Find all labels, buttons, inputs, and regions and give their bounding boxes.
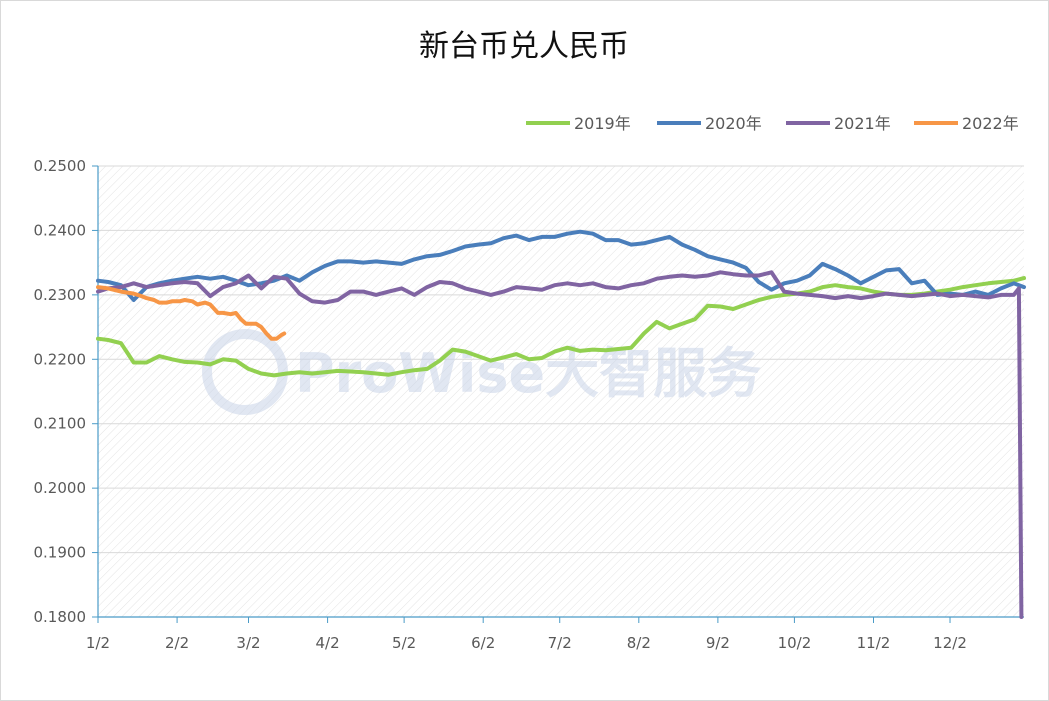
series-line-2021年 [96,270,1024,619]
x-tick-label: 9/2 [706,634,730,652]
x-tick-label: 4/2 [316,634,340,652]
x-tick-label: 7/2 [548,634,572,652]
y-tick-label: 0.2300 [34,286,87,304]
gridlines [98,165,1024,618]
x-tick-label: 11/2 [857,634,891,652]
series-lines [96,229,1026,619]
y-tick-label: 0.2100 [34,415,87,433]
y-tick-label: 0.1900 [34,544,87,562]
watermark-logo-icon [202,329,288,415]
x-tick-label: 5/2 [392,634,416,652]
y-tick-label: 0.1800 [34,608,87,626]
series-line-2022年 [96,285,287,341]
plot-area [98,166,1024,617]
x-tick-label: 8/2 [627,634,651,652]
chart-title: 新台币兑人民币 [419,29,629,64]
chart-legend: 2019年 2020年 2021年 2022年 [526,114,1019,133]
y-tick-label: 0.2200 [34,350,87,368]
x-tick-label: 10/2 [778,634,812,652]
x-tick-label: 2/2 [165,634,189,652]
legend-label: 2020年 [705,114,762,133]
y-tick-label: 0.2400 [34,221,87,239]
legend-label: 2021年 [834,114,891,133]
legend-label: 2022年 [962,114,1019,133]
axes: 0.2500 0.2400 0.2300 0.2200 0.2100 0.2000 0.19… [34,157,1024,652]
x-tick-label: 6/2 [471,634,495,652]
legend-label: 2019年 [574,114,631,133]
y-tick-label: 0.2000 [34,479,87,497]
x-tick-label: 3/2 [236,634,260,652]
series-line-2020年 [96,229,1026,302]
x-tick-label: 12/2 [933,634,967,652]
y-tick-label: 0.2500 [34,157,87,175]
series-line-2019年 [96,276,1026,378]
x-tick-label: 1/2 [86,634,110,652]
